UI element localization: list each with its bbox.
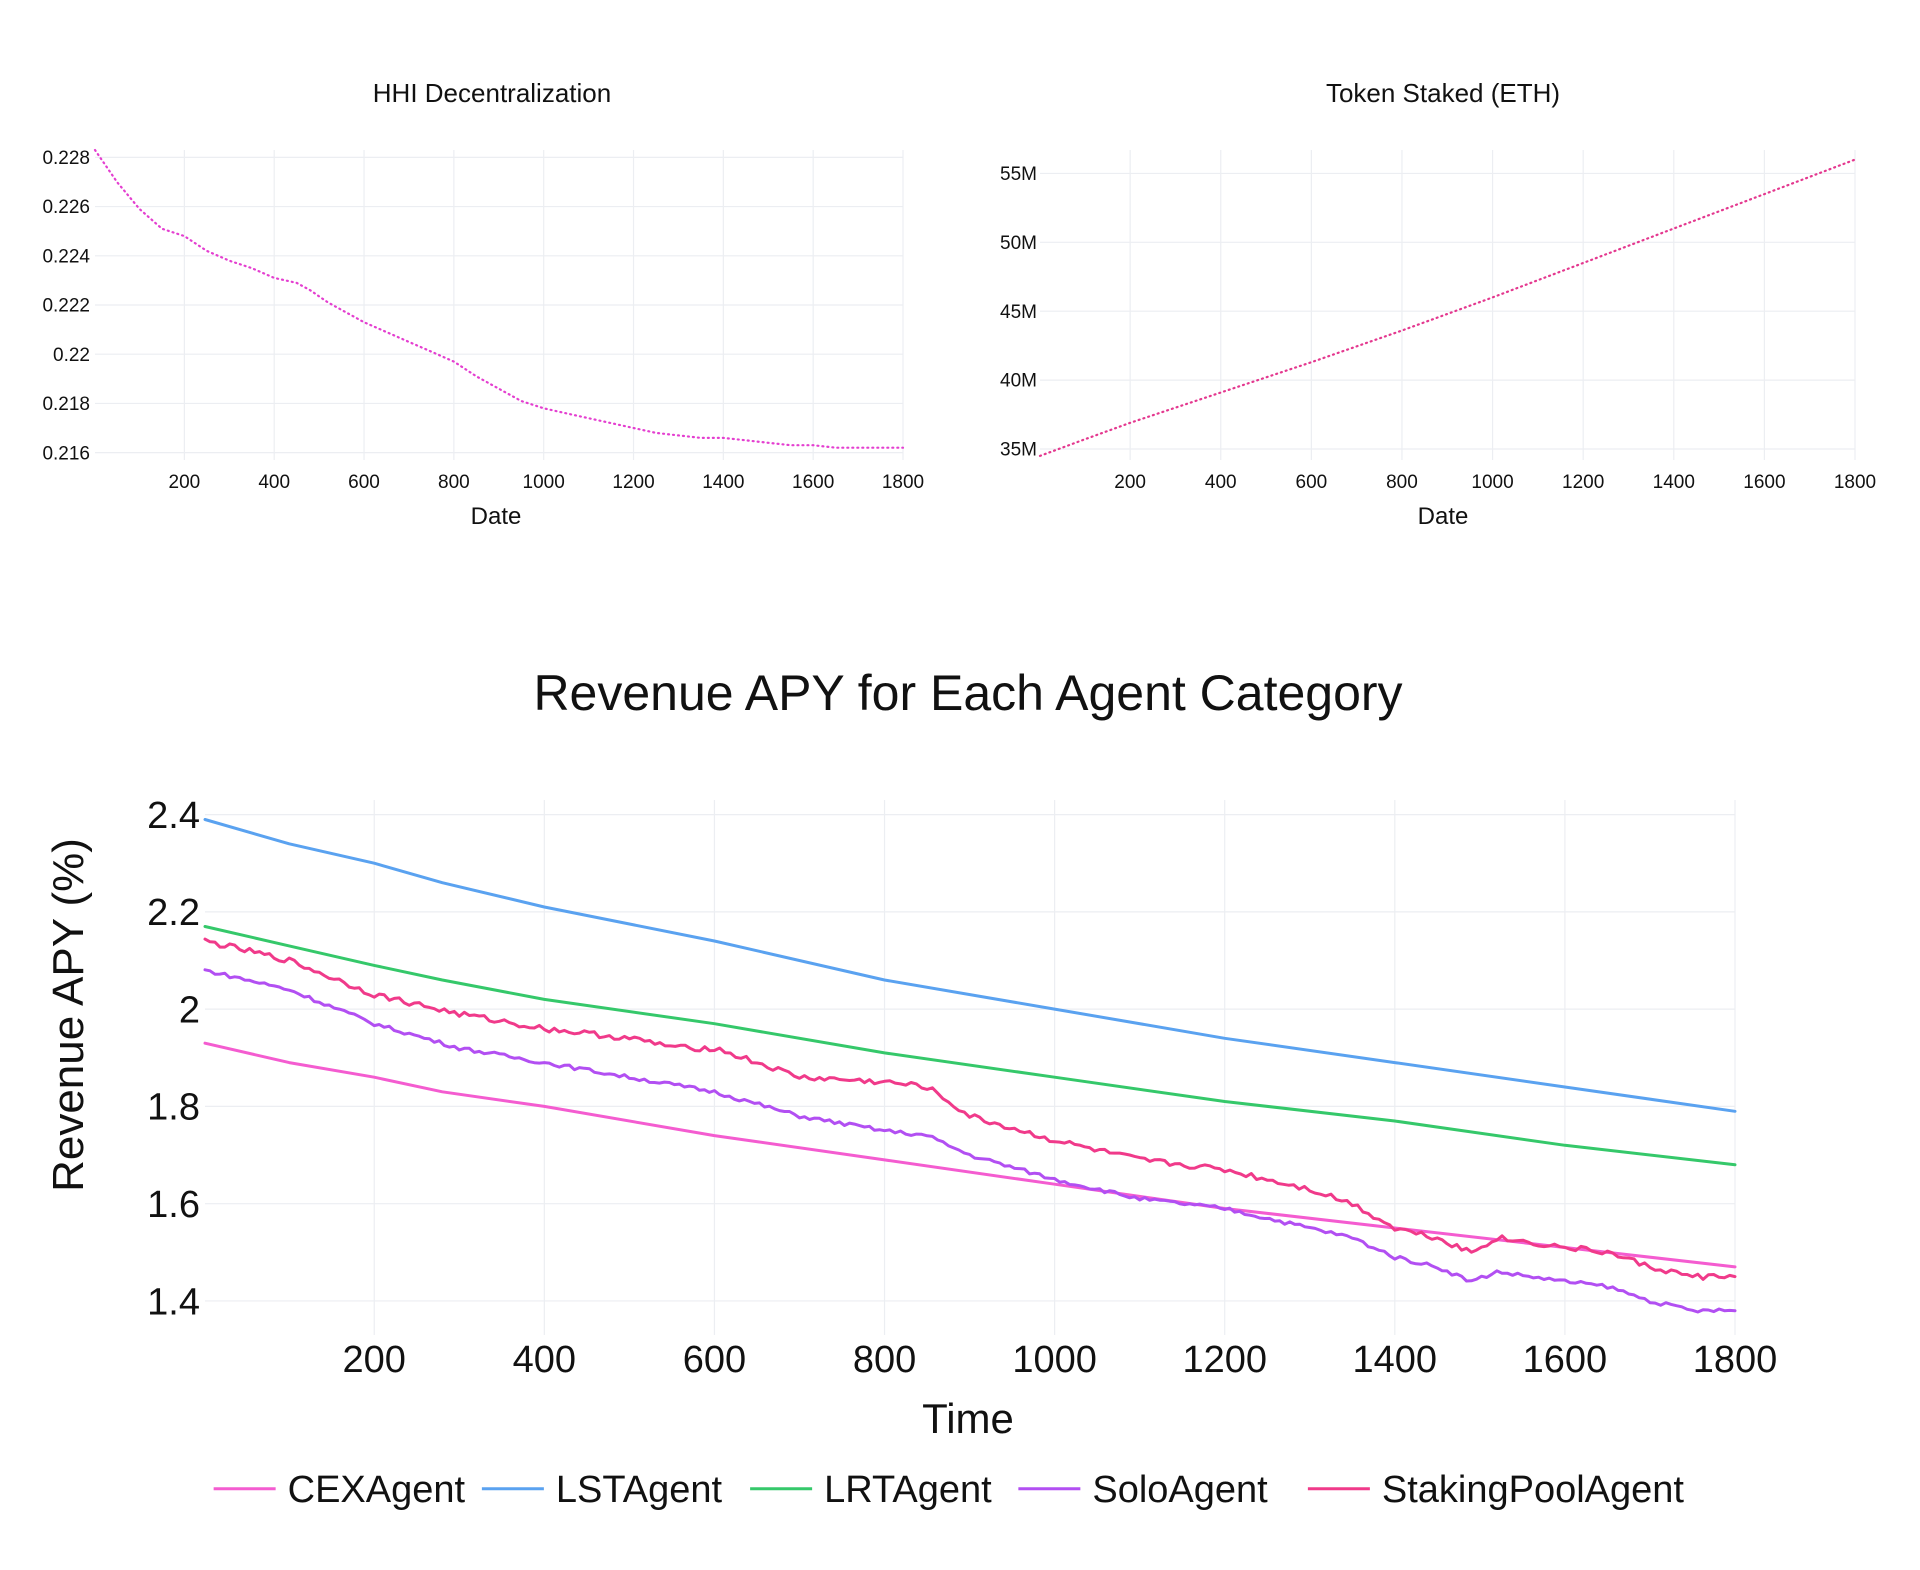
x-tick-label: 1000 bbox=[523, 472, 565, 493]
x-tick-label: 1000 bbox=[1012, 1339, 1097, 1381]
revenue-apy-y-axis-label: Revenue APY (%) bbox=[44, 838, 93, 1192]
x-tick-label: 1800 bbox=[1693, 1339, 1778, 1381]
token-staked-chart: Token Staked (ETH) 200 400 600 800 1000 1200 1… bbox=[1000, 78, 1876, 530]
x-tick-label: 1600 bbox=[1743, 472, 1785, 493]
lstagent-legend-label: LSTAgent bbox=[556, 1469, 723, 1511]
x-tick-label: 800 bbox=[1386, 472, 1418, 493]
token-staked-chart-title: Token Staked (ETH) bbox=[1326, 78, 1560, 108]
hhi-chart-title: HHI Decentralization bbox=[373, 78, 611, 108]
revenue-apy-chart: Revenue APY for Each Agent Category 200 4… bbox=[44, 665, 1777, 1511]
revenue-apy-x-axis-label: Time bbox=[922, 1395, 1014, 1442]
y-tick-label: 0.226 bbox=[42, 197, 90, 218]
x-tick-label: 200 bbox=[1114, 472, 1146, 493]
y-tick-label: 40M bbox=[1000, 371, 1037, 392]
y-tick-label: 0.222 bbox=[42, 296, 90, 317]
y-tick-label: 50M bbox=[1000, 233, 1037, 254]
x-tick-label: 1000 bbox=[1471, 472, 1513, 493]
x-tick-label: 1200 bbox=[1562, 472, 1604, 493]
cexagent-legend-label: CEXAgent bbox=[288, 1469, 466, 1511]
x-tick-label: 1200 bbox=[612, 472, 654, 493]
cexagent-series-line bbox=[203, 1041, 1737, 1269]
x-tick-label: 800 bbox=[853, 1339, 916, 1381]
staked-series-line bbox=[1038, 158, 1857, 457]
y-tick-label: 0.224 bbox=[42, 246, 90, 267]
x-tick-label: 1800 bbox=[1834, 472, 1876, 493]
x-tick-label: 400 bbox=[513, 1339, 576, 1381]
x-tick-label: 200 bbox=[343, 1339, 406, 1381]
x-tick-label: 1400 bbox=[1353, 1339, 1438, 1381]
token-staked-x-axis-label: Date bbox=[1418, 503, 1469, 530]
x-tick-label: 1600 bbox=[1523, 1339, 1608, 1381]
y-tick-label: 0.228 bbox=[42, 148, 90, 169]
y-tick-label: 55M bbox=[1000, 164, 1037, 185]
soloagent-legend-label: SoloAgent bbox=[1092, 1469, 1268, 1511]
y-tick-label: 0.22 bbox=[53, 345, 90, 366]
x-tick-label: 1400 bbox=[702, 472, 744, 493]
stakingpoolagent-series-line bbox=[203, 937, 1737, 1281]
y-tick-label: 1.4 bbox=[147, 1281, 200, 1323]
hhi-series-line bbox=[93, 148, 905, 449]
y-tick-label: 1.6 bbox=[147, 1184, 200, 1226]
y-tick-label: 2.2 bbox=[147, 892, 200, 934]
x-tick-label: 1600 bbox=[792, 472, 834, 493]
x-tick-label: 800 bbox=[438, 472, 470, 493]
y-tick-label: 2.4 bbox=[147, 795, 200, 837]
x-tick-label: 400 bbox=[1205, 472, 1237, 493]
x-tick-label: 200 bbox=[169, 472, 201, 493]
lrtagent-legend-label: LRTAgent bbox=[824, 1469, 992, 1511]
hhi-chart: HHI Decentralization 200 400 600 800 1000 120… bbox=[42, 78, 924, 530]
y-tick-label: 1.8 bbox=[147, 1087, 200, 1129]
y-tick-label: 45M bbox=[1000, 302, 1037, 323]
y-tick-label: 2 bbox=[179, 989, 200, 1031]
x-tick-label: 600 bbox=[348, 472, 380, 493]
y-tick-label: 0.218 bbox=[42, 394, 90, 415]
y-tick-label: 35M bbox=[1000, 440, 1037, 461]
x-tick-label: 600 bbox=[683, 1339, 746, 1381]
y-tick-label: 0.216 bbox=[42, 443, 90, 464]
x-tick-label: 1400 bbox=[1653, 472, 1695, 493]
x-tick-label: 400 bbox=[258, 472, 290, 493]
revenue-apy-chart-title: Revenue APY for Each Agent Category bbox=[533, 665, 1402, 721]
lstagent-series-line bbox=[203, 818, 1737, 1113]
stakingpoolagent-legend-label: StakingPoolAgent bbox=[1382, 1469, 1685, 1511]
soloagent-series-line bbox=[203, 968, 1737, 1314]
lrtagent-series-line bbox=[203, 925, 1737, 1167]
x-tick-label: 600 bbox=[1296, 472, 1328, 493]
x-tick-label: 1200 bbox=[1182, 1339, 1267, 1381]
legend: CEXAgent LSTAgent LRTAgent SoloAgent Staking… bbox=[213, 1469, 1685, 1511]
x-tick-label: 1800 bbox=[882, 472, 924, 493]
hhi-x-axis-label: Date bbox=[471, 503, 522, 530]
